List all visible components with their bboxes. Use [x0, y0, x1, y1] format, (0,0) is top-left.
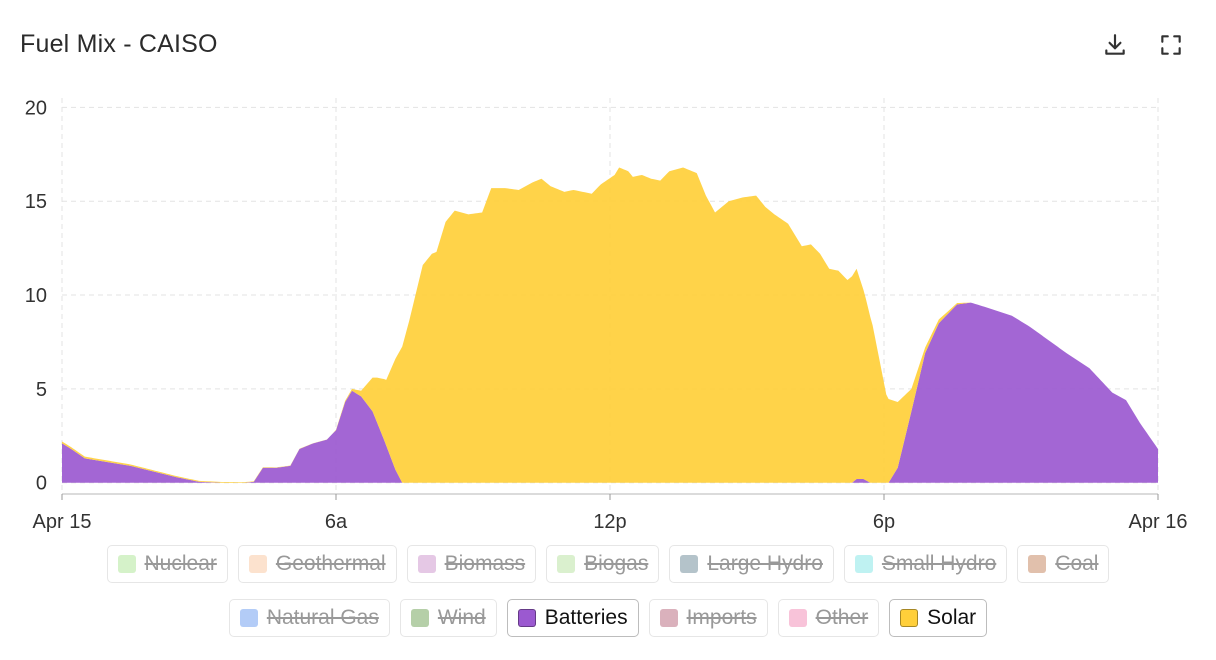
legend-swatch — [417, 555, 436, 573]
legend-swatch — [248, 555, 267, 573]
x-tick-label: Apr 16 — [1129, 511, 1188, 533]
legend-item-biogas[interactable]: Biogas — [546, 545, 660, 583]
x-tick-label: Apr 15 — [33, 511, 92, 533]
legend-row-1: Nuclear Geothermal Biomass Biogas Large Hydr… — [0, 545, 1216, 583]
legend-label: Batteries — [544, 606, 628, 629]
legend-item-coal[interactable]: Coal — [1017, 545, 1110, 583]
legend-swatch — [410, 609, 429, 627]
legend-swatch — [680, 555, 699, 573]
legend-label: Geothermal — [275, 552, 386, 575]
legend-item-biomass[interactable]: Biomass — [406, 545, 537, 583]
legend-swatch — [788, 609, 807, 627]
legend-label: Small Hydro — [881, 552, 997, 575]
chart-toolbar — [1100, 30, 1186, 60]
legend-label: Nuclear — [144, 552, 217, 575]
area-batteries — [62, 302, 1158, 483]
x-tick-label: 6a — [325, 511, 348, 533]
legend-label: Solar — [927, 606, 977, 629]
legend-item-geothermal[interactable]: Geothermal — [237, 545, 397, 583]
legend-label: Biogas — [584, 552, 649, 575]
y-tick-label: 5 — [36, 379, 47, 401]
y-tick-label: 10 — [25, 285, 47, 307]
legend-label: Imports — [686, 606, 757, 629]
legend-swatch — [900, 609, 919, 627]
legend-swatch — [854, 555, 873, 573]
legend-item-batteries[interactable]: Batteries — [506, 599, 639, 637]
y-tick-label: 15 — [25, 191, 47, 213]
legend-row-2: Natural Gas Wind Batteries Imports Other Sola… — [0, 599, 1216, 637]
fuel-mix-chart: 0 5 10 15 20 Apr 15 6a 12p 6p Apr 16 — [25, 97, 1188, 533]
y-tick-label: 20 — [25, 97, 47, 119]
legend-item-solar[interactable]: Solar — [889, 599, 988, 637]
legend-label: Wind — [437, 606, 486, 629]
legend-label: Large Hydro — [707, 552, 823, 575]
legend-label: Other — [815, 606, 869, 629]
legend-swatch — [1028, 555, 1047, 573]
fullscreen-icon — [1161, 35, 1181, 55]
legend-item-large-hydro[interactable]: Large Hydro — [669, 545, 834, 583]
legend-item-wind[interactable]: Wind — [399, 599, 497, 637]
legend-swatch — [517, 609, 536, 627]
download-icon — [1105, 34, 1125, 55]
chart-title: Fuel Mix - CAISO — [20, 30, 218, 58]
legend-swatch — [239, 609, 258, 627]
legend-swatch — [659, 609, 678, 627]
legend-item-natural-gas[interactable]: Natural Gas — [228, 599, 390, 637]
y-tick-label: 0 — [36, 473, 47, 495]
legend-item-other[interactable]: Other — [777, 599, 880, 637]
x-tick-label: 12p — [593, 511, 626, 533]
legend-item-small-hydro[interactable]: Small Hydro — [843, 545, 1008, 583]
legend-swatch — [557, 555, 576, 573]
x-tick-label: 6p — [873, 511, 895, 533]
area-solar — [62, 167, 1158, 483]
fullscreen-button[interactable] — [1156, 30, 1186, 60]
legend-label: Coal — [1055, 552, 1099, 575]
legend-label: Natural Gas — [266, 606, 379, 629]
download-button[interactable] — [1100, 30, 1130, 60]
legend-label: Biomass — [444, 552, 526, 575]
legend-swatch — [117, 555, 136, 573]
legend-item-imports[interactable]: Imports — [648, 599, 768, 637]
legend-item-nuclear[interactable]: Nuclear — [106, 545, 228, 583]
